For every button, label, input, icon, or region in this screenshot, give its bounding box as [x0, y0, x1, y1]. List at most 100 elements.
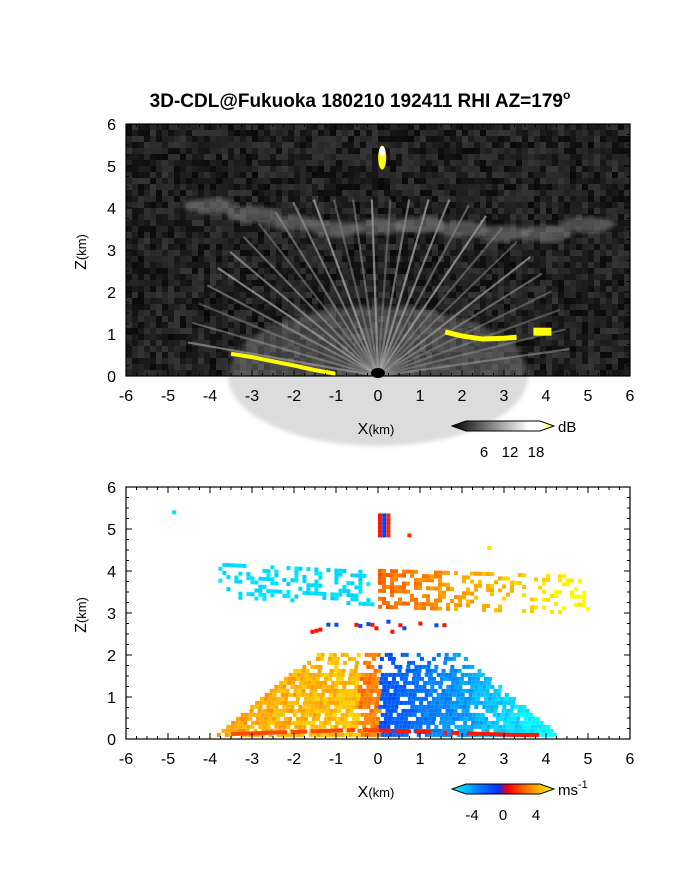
- velocity-cell: [317, 668, 322, 673]
- noise-cell: [306, 268, 312, 274]
- velocity-cell: [284, 732, 289, 737]
- velocity-cell: [484, 692, 489, 697]
- noise-cell: [204, 280, 210, 286]
- noise-cell: [414, 172, 420, 178]
- noise-cell: [594, 160, 600, 166]
- noise-cell: [156, 274, 162, 280]
- noise-cell: [606, 358, 612, 364]
- velocity-cell: [339, 720, 344, 725]
- noise-cell: [594, 268, 600, 274]
- noise-cell: [552, 298, 558, 304]
- velocity-cell: [455, 716, 460, 721]
- noise-cell: [234, 196, 240, 202]
- noise-cell: [588, 196, 594, 202]
- noise-cell: [192, 196, 198, 202]
- noise-cell: [258, 130, 264, 136]
- velocity-cell: [275, 730, 279, 735]
- velocity-cell: [298, 684, 303, 689]
- noise-cell: [132, 370, 138, 376]
- noise-cell: [342, 274, 348, 280]
- noise-cell: [210, 298, 216, 304]
- noise-cell: [174, 166, 180, 172]
- velocity-cell: [436, 712, 441, 717]
- noise-cell: [276, 268, 282, 274]
- noise-cell: [588, 208, 594, 214]
- velocity-cell: [254, 596, 259, 601]
- velocity-cell: [471, 716, 476, 721]
- noise-cell: [198, 352, 204, 358]
- backscatter-x-axis-label: X(km): [358, 421, 395, 438]
- noise-cell: [552, 178, 558, 184]
- noise-cell: [534, 292, 540, 298]
- noise-cell: [222, 148, 228, 154]
- noise-cell: [486, 202, 492, 208]
- noise-cell: [618, 130, 624, 136]
- noise-cell: [210, 316, 216, 322]
- noise-cell: [306, 142, 312, 148]
- noise-cell: [558, 172, 564, 178]
- noise-cell: [324, 196, 330, 202]
- noise-cell: [234, 244, 240, 250]
- velocity-cell: [511, 696, 516, 701]
- noise-cell: [300, 286, 306, 292]
- noise-cell: [564, 154, 570, 160]
- noise-cell: [618, 274, 624, 280]
- noise-cell: [498, 130, 504, 136]
- noise-cell: [528, 238, 534, 244]
- velocity-cell: [382, 600, 386, 605]
- noise-cell: [222, 130, 228, 136]
- noise-cell: [228, 142, 234, 148]
- noise-cell: [162, 130, 168, 136]
- noise-cell: [324, 166, 330, 172]
- velocity-cell: [365, 688, 370, 693]
- velocity-cell: [418, 724, 423, 729]
- noise-cell: [558, 370, 564, 376]
- noise-cell: [192, 232, 198, 238]
- noise-cell: [522, 268, 528, 274]
- noise-cell: [138, 292, 144, 298]
- noise-cell: [414, 142, 420, 148]
- noise-cell: [408, 244, 414, 250]
- noise-cell: [480, 310, 486, 316]
- noise-cell: [174, 268, 180, 274]
- velocity-cell: [374, 704, 379, 709]
- velocity-cell: [366, 602, 371, 607]
- velocity-cell: [243, 716, 248, 721]
- noise-cell: [342, 298, 348, 304]
- noise-cell: [258, 226, 264, 232]
- velocity-cell: [507, 720, 512, 725]
- noise-cell: [312, 148, 318, 154]
- noise-cell: [216, 352, 222, 358]
- velocity-cell: [428, 712, 433, 717]
- velocity-cell: [351, 680, 356, 685]
- velocity-cell: [324, 672, 329, 677]
- noise-cell: [432, 166, 438, 172]
- noise-cell: [588, 250, 594, 256]
- noise-cell: [204, 226, 210, 232]
- noise-cell: [594, 202, 600, 208]
- noise-cell: [180, 310, 186, 316]
- noise-cell: [444, 250, 450, 256]
- noise-cell: [456, 202, 462, 208]
- noise-cell: [186, 232, 192, 238]
- velocity-cell: [302, 574, 307, 579]
- velocity-cell: [517, 708, 522, 713]
- noise-cell: [252, 304, 258, 310]
- velocity-cell: [366, 664, 371, 669]
- velocity-cell: [499, 716, 504, 721]
- velocity-cell: [349, 688, 354, 693]
- noise-cell: [150, 220, 156, 226]
- noise-cell: [414, 160, 420, 166]
- velocity-cell: [385, 708, 390, 713]
- noise-cell: [612, 196, 618, 202]
- noise-cell: [456, 178, 462, 184]
- noise-cell: [348, 304, 354, 310]
- noise-cell: [600, 196, 606, 202]
- noise-cell: [144, 214, 150, 220]
- backscatter-x-tick-label: 1: [416, 388, 425, 405]
- noise-cell: [540, 304, 546, 310]
- velocity-cell: [344, 732, 349, 737]
- velocity-cell: [331, 680, 336, 685]
- velocity-cell: [353, 668, 358, 673]
- velocity-cell: [371, 656, 376, 661]
